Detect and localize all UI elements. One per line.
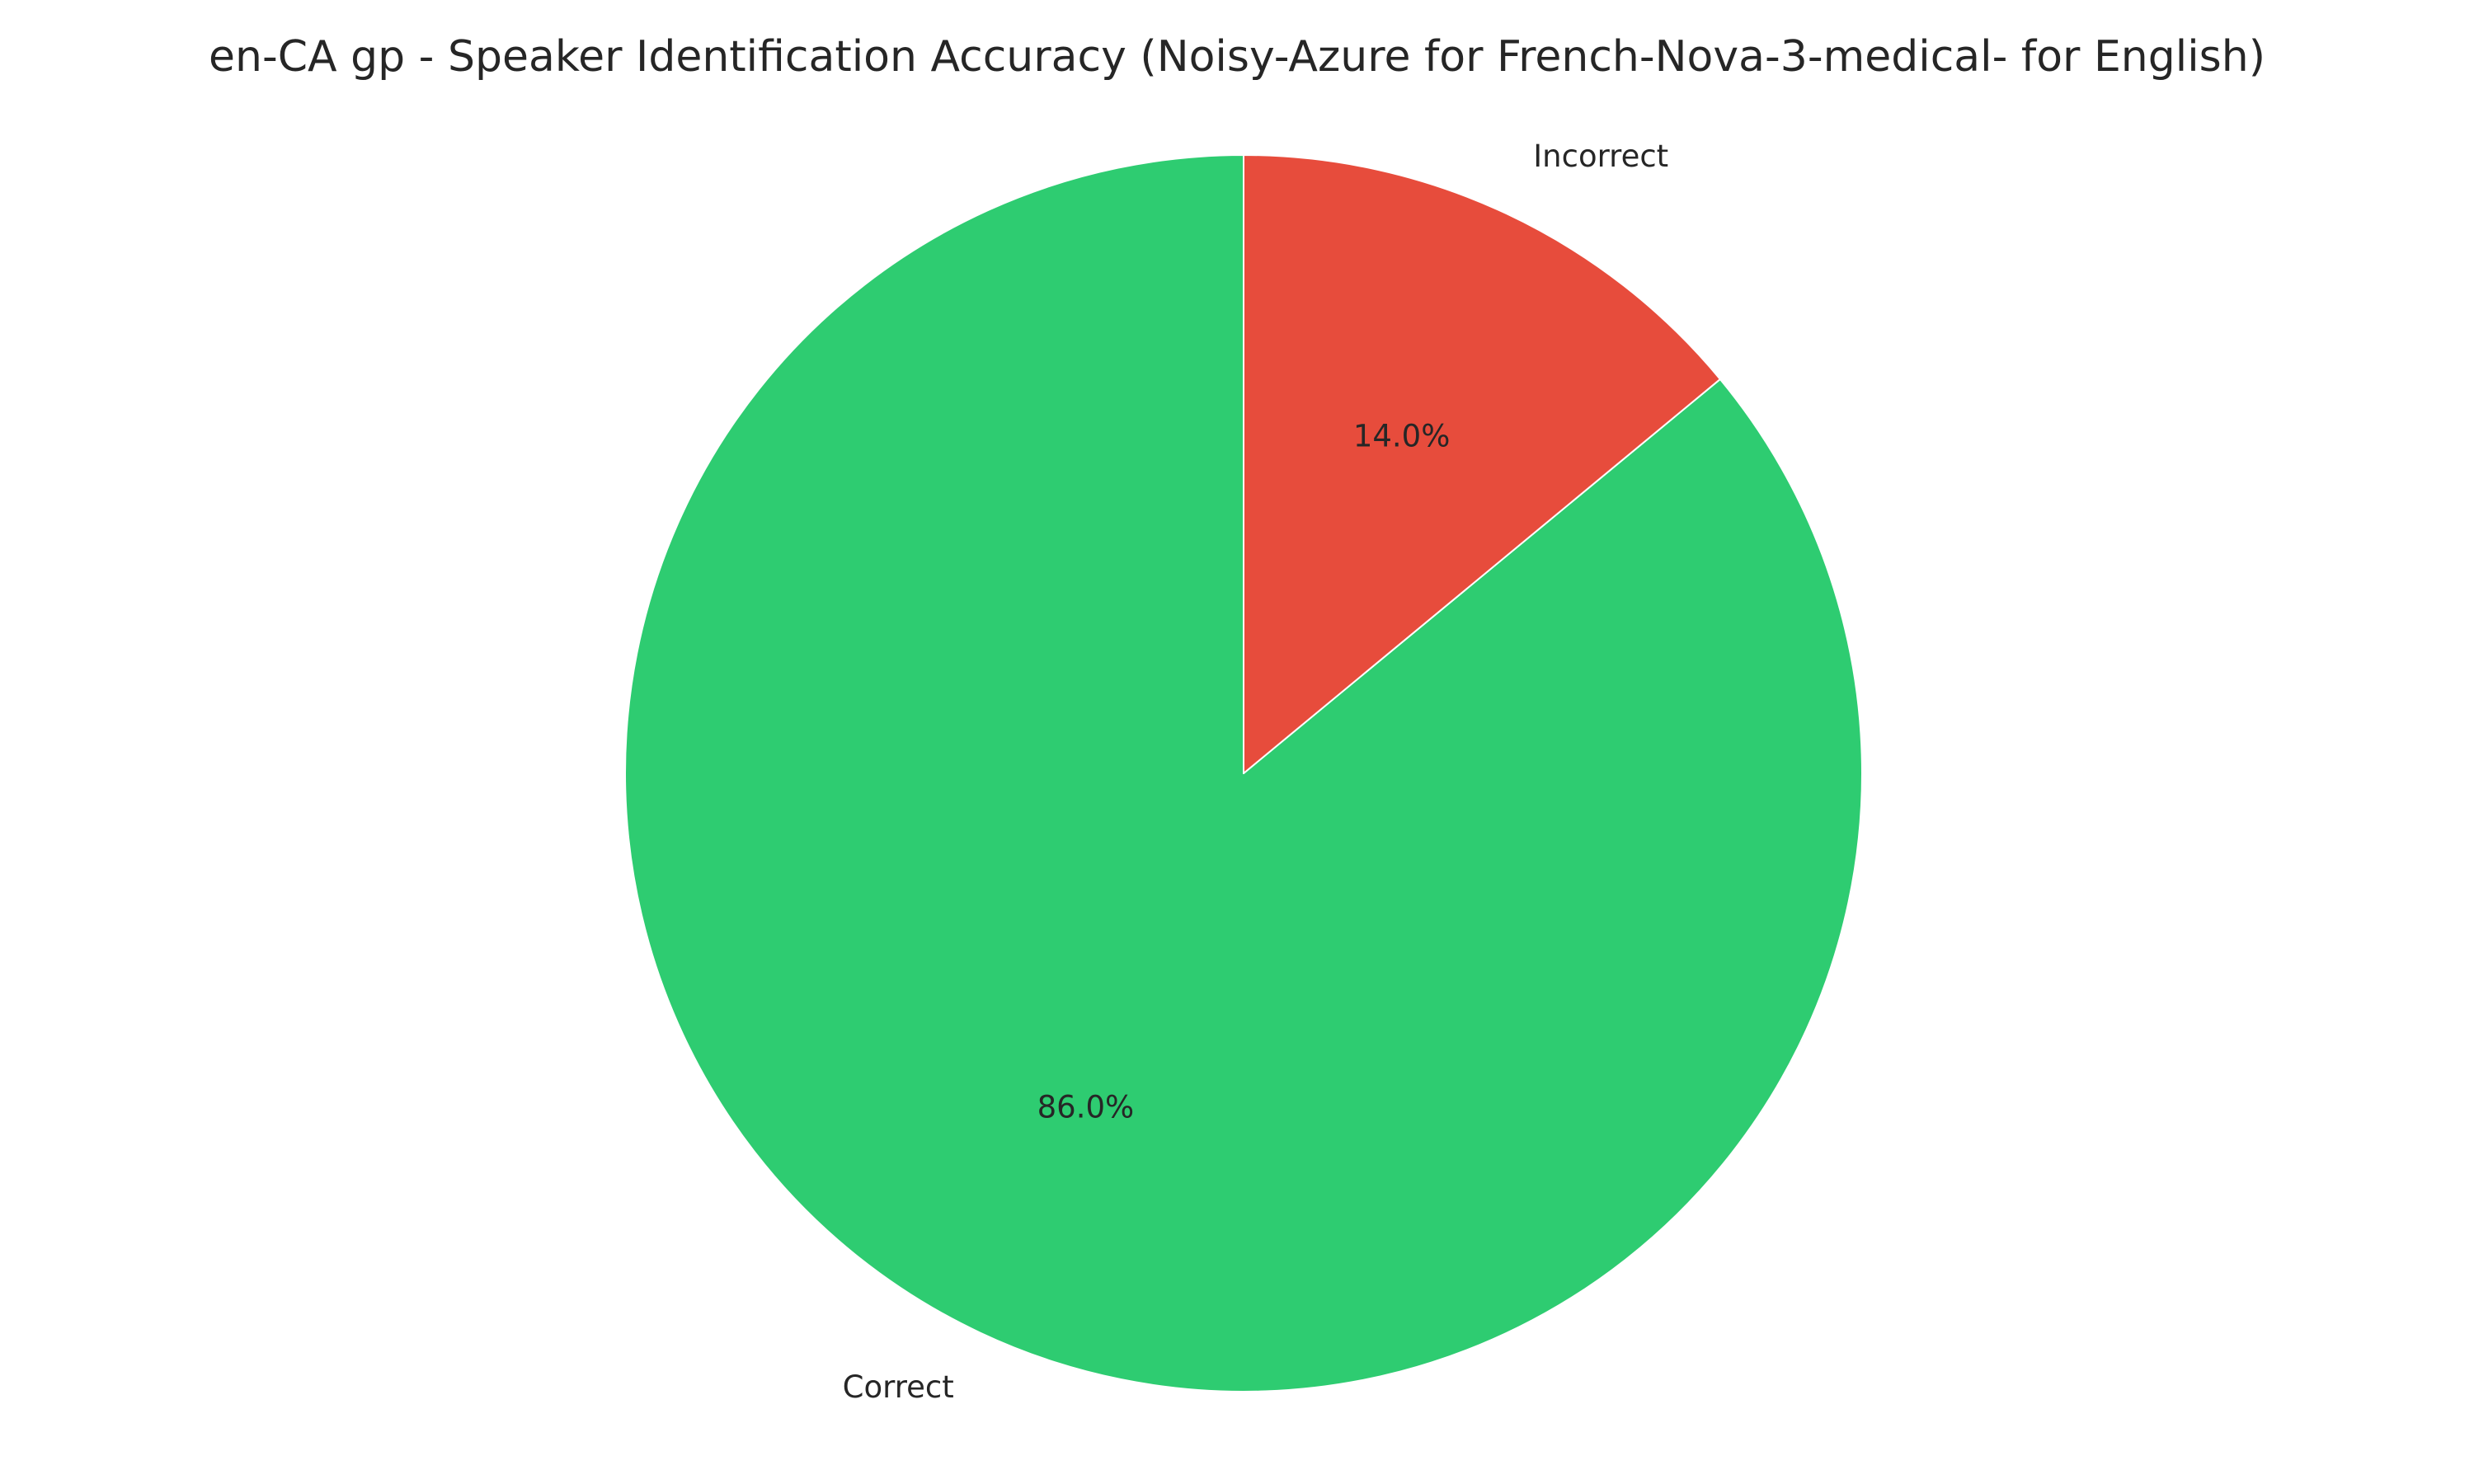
pie-slices [624, 154, 1863, 1392]
chart-title: en-CA gp - Speaker Identification Accura… [209, 32, 2265, 82]
pie-slice-incorrect [1243, 154, 1721, 774]
pie-slice-correct [624, 154, 1863, 1392]
slice-label-correct: Correct [843, 1369, 954, 1405]
slice-percent-correct: 86.0% [1037, 1090, 1135, 1125]
slice-label-incorrect: Incorrect [1533, 139, 1668, 174]
slice-percent-incorrect: 14.0% [1353, 418, 1451, 453]
pie-labels: Correct 86.0% Incorrect 14.0% [843, 139, 1669, 1405]
